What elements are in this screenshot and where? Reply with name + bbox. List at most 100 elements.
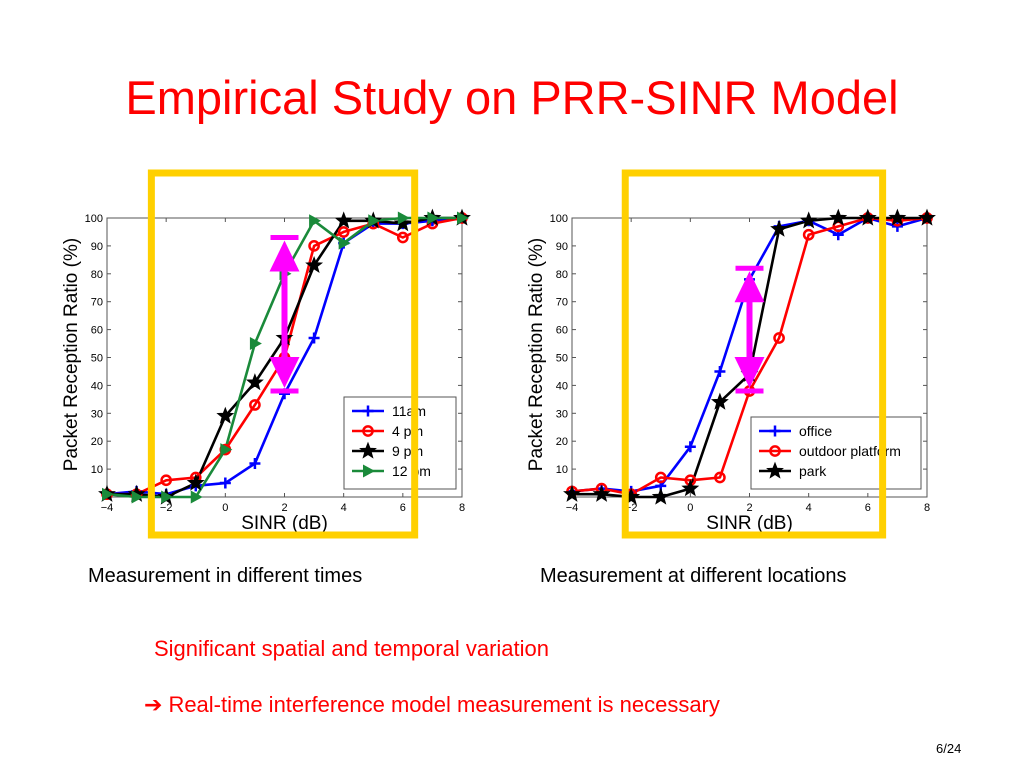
right-legend-swatch-marker — [769, 445, 781, 457]
right-highlight-box — [621, 169, 887, 539]
left-series-2-point — [334, 211, 353, 229]
left-highlight-box — [147, 169, 419, 539]
left-series-1-point — [160, 474, 173, 487]
left-variation-arrow-head-down — [269, 356, 300, 388]
left-y-tick-label: 70 — [91, 297, 103, 309]
right-y-tick-label: 10 — [556, 464, 568, 476]
right-x-axis-label: SINR (dB) — [706, 513, 793, 534]
left-y-tick-label: 40 — [91, 380, 103, 392]
left-series-0-point — [308, 332, 320, 344]
left-y-tick-label: 100 — [85, 213, 103, 225]
left-series-2-point — [393, 214, 412, 232]
left-x-tick-label: 8 — [459, 502, 465, 514]
right-series-2-point — [770, 219, 789, 237]
right-series-2-point — [592, 484, 611, 502]
left-y-tick-label: 80 — [91, 269, 103, 281]
caption-times: Measurement in different times — [88, 565, 363, 587]
right-series-1-point — [654, 471, 667, 484]
right-x-tick-label: 0 — [687, 502, 693, 514]
right-y-tick-label: 80 — [556, 269, 568, 281]
left-series-3-point — [309, 214, 322, 228]
left-series-3-point — [190, 490, 203, 504]
left-x-tick-label: −2 — [160, 502, 173, 514]
right-series-0-point — [684, 441, 696, 453]
left-x-tick-label: 4 — [341, 502, 347, 514]
right-x-tick-label: 2 — [746, 502, 752, 514]
right-series-1-point — [802, 228, 815, 241]
left-y-tick-label: 90 — [91, 241, 103, 253]
left-series-2-point — [245, 373, 264, 391]
left-series-0-point — [219, 477, 231, 489]
left-x-tick-label: −4 — [101, 502, 114, 514]
left-y-axis-label: Packet Reception Ratio (%) — [61, 238, 82, 471]
page-number: 6/24 — [936, 741, 962, 756]
left-series-3-point — [102, 487, 114, 501]
right-variation-arrow-head-down — [734, 356, 765, 388]
left-variation-arrow-head-up — [269, 240, 300, 272]
right-series-2-point — [888, 208, 907, 226]
right-y-tick-label: 100 — [550, 213, 568, 225]
right-series-2-point — [651, 487, 670, 505]
left-legend-swatch-marker — [362, 425, 374, 437]
right-y-tick-label: 20 — [556, 436, 568, 448]
left-y-tick-label: 10 — [91, 464, 103, 476]
left-variation-arrow — [269, 235, 300, 394]
left-series-0-point — [249, 458, 261, 470]
left-series-3-point — [368, 214, 381, 228]
left-series-3-point — [249, 337, 262, 351]
right-series-2-point — [829, 208, 848, 226]
note-conclusion: ➔ Real-time interference model measuremen… — [144, 692, 720, 719]
right-y-tick-label: 40 — [556, 380, 568, 392]
left-series-2-point — [216, 406, 235, 424]
left-y-tick-label: 60 — [91, 325, 103, 337]
right-x-tick-label: −4 — [566, 502, 579, 514]
left-legend-swatch-marker — [363, 464, 375, 478]
left-legend-swatch-marker — [362, 405, 374, 417]
left-legend-label: 4 pm — [392, 423, 423, 439]
left-series-1-point — [308, 240, 320, 252]
left-series-3-point — [397, 211, 410, 225]
right-x-tick-label: 8 — [924, 502, 930, 514]
right-legend-label: office — [799, 423, 832, 439]
left-series-3-point — [427, 211, 440, 225]
right-legend-label: outdoor platform — [799, 443, 901, 459]
right-y-tick-label: 60 — [556, 325, 568, 337]
right-series-1-point — [714, 471, 726, 484]
left-series-3-point — [457, 211, 469, 225]
right-series-0-point — [714, 365, 726, 377]
caption-locations: Measurement at different locations — [540, 565, 847, 587]
right-y-tick-label: 70 — [556, 297, 568, 309]
right-y-tick-label: 50 — [556, 353, 568, 365]
note-conclusion-text: Real-time interference model measurement… — [168, 692, 720, 717]
left-y-tick-label: 20 — [91, 436, 103, 448]
left-series-2-point — [305, 255, 324, 274]
left-legend-label: 11am — [392, 403, 426, 419]
left-legend-label: 9 pm — [392, 443, 423, 459]
right-x-tick-label: 6 — [865, 502, 871, 514]
right-series-1-point — [773, 332, 785, 344]
left-series-3-point — [131, 490, 144, 504]
left-series-3-point — [338, 236, 351, 250]
right-variation-arrow — [734, 265, 765, 394]
left-series-2-point — [186, 473, 205, 491]
left-x-tick-label: 2 — [281, 502, 287, 514]
right-series-2-point — [563, 484, 581, 502]
right-variation-arrow-head-up — [734, 271, 765, 303]
right-legend-swatch-marker — [766, 461, 784, 479]
left-y-tick-label: 30 — [91, 408, 103, 420]
right-series-2-point — [918, 208, 936, 226]
left-series-3-point — [161, 490, 174, 504]
left-legend-swatch-marker — [359, 441, 377, 459]
left-y-tick-label: 50 — [91, 353, 103, 365]
right-series-2-point — [858, 208, 877, 226]
right-series-2-point — [681, 479, 700, 497]
right-series-2-point — [710, 392, 729, 410]
left-x-tick-label: 6 — [400, 502, 406, 514]
left-x-tick-label: 0 — [222, 502, 228, 514]
left-series-3-point — [220, 443, 233, 457]
right-y-tick-label: 30 — [556, 408, 568, 420]
left-series-1-point — [396, 231, 409, 244]
left-legend-box — [343, 396, 457, 490]
left-series-1-point — [249, 399, 261, 411]
